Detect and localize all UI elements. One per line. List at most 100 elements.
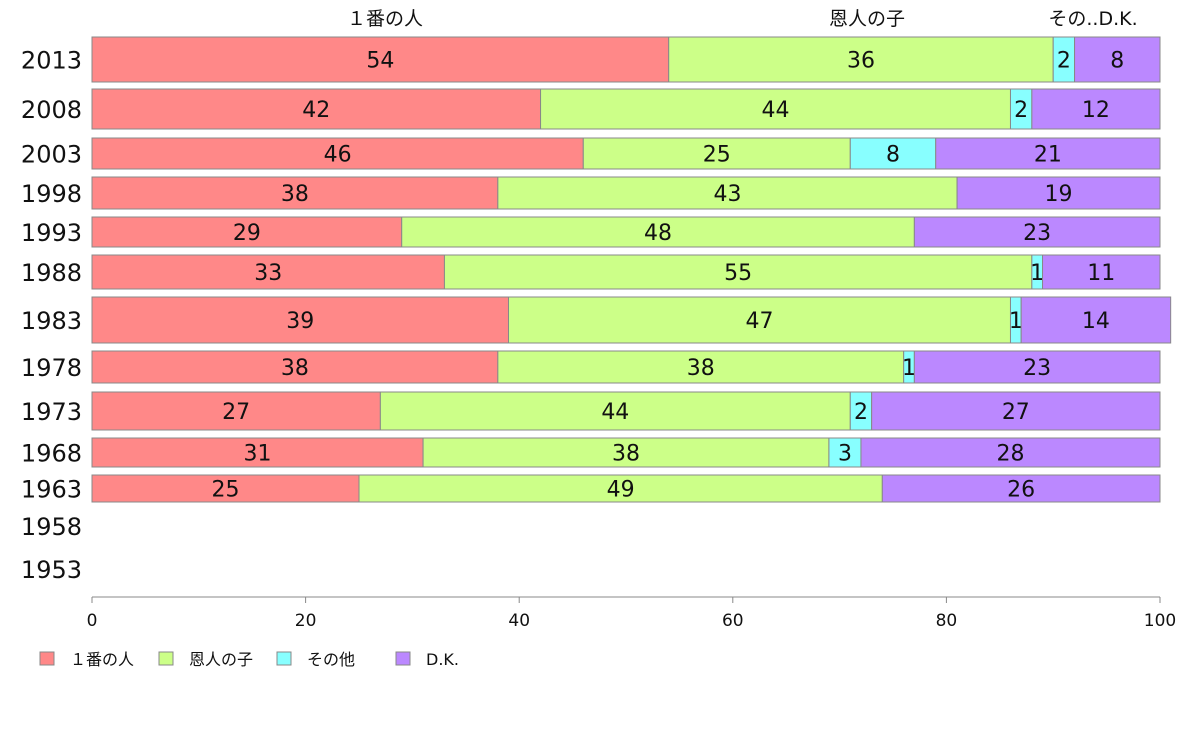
legend-label-0: １番の人: [70, 650, 134, 669]
year-label-1958: 1958: [21, 513, 82, 541]
top-label-third: その..D.K.: [1048, 8, 1137, 30]
legend-swatch-2: [276, 651, 292, 666]
year-label-1983: 1983: [21, 307, 82, 335]
bar-1998-series-1: [497, 176, 958, 210]
x-tick-label-100: 100: [1144, 611, 1176, 631]
bar-value-label-1973-series-1: 44: [601, 400, 629, 425]
bar-value-label-2013-series-0: 54: [366, 49, 394, 74]
year-label-1973: 1973: [21, 398, 82, 426]
year-label-1978: 1978: [21, 354, 82, 382]
bar-value-label-1963-series-1: 49: [607, 478, 635, 503]
legend: １番の人 恩人の子 その他 D.K.: [39, 650, 459, 669]
bar-value-label-2008-series-0: 42: [302, 98, 330, 123]
bar-value-label-1978-series-0: 38: [281, 356, 309, 381]
top-header-labels: １番の人 恩人の子 その..D.K.: [347, 8, 1138, 30]
bar-value-label-1973-series-0: 27: [222, 400, 250, 425]
bar-value-label-1963-series-3: 26: [1007, 478, 1035, 503]
bar-1968-series-1: [422, 437, 830, 468]
bar-1998-series-0: [91, 176, 499, 210]
year-label-2008: 2008: [21, 96, 82, 124]
bar-value-label-1983-series-3: 14: [1082, 309, 1110, 334]
bar-1968-series-3: [860, 437, 1161, 468]
bar-2003-series-3: [935, 137, 1161, 170]
bar-1973-series-3: [871, 391, 1161, 431]
bar-value-label-1998-series-3: 19: [1045, 182, 1073, 207]
bar-1973-series-1: [379, 391, 851, 431]
bar-1978-series-1: [497, 350, 905, 384]
bar-value-label-2013-series-2: 2: [1057, 49, 1071, 74]
year-label-1968: 1968: [21, 440, 82, 468]
bar-1983-series-0: [91, 296, 510, 344]
bar-2003-series-1: [582, 137, 851, 170]
bar-1963-series-0: [91, 474, 360, 503]
bar-1998-series-3: [956, 176, 1161, 210]
legend-label-2: その他: [307, 650, 355, 669]
year-label-2003: 2003: [21, 141, 82, 169]
bar-1988-series-1: [443, 254, 1033, 290]
x-tick-label-80: 80: [936, 611, 958, 631]
bar-2008-series-1: [540, 88, 1011, 130]
bar-1973-series-0: [91, 391, 381, 431]
bar-1963-series-3: [881, 474, 1161, 503]
bar-2008-series-0: [91, 88, 542, 130]
bar-value-label-1973-series-2: 2: [854, 400, 868, 425]
year-label-1993: 1993: [21, 219, 82, 247]
bar-value-label-1983-series-2: 1: [1009, 309, 1023, 334]
bar-value-label-1988-series-2: 1: [1030, 261, 1044, 286]
bar-1983-series-3: [1020, 296, 1172, 344]
bar-value-label-1968-series-0: 31: [244, 442, 272, 467]
legend-label-3: D.K.: [426, 650, 459, 669]
bar-1983-series-1: [508, 296, 1011, 344]
bar-2003-series-2: [849, 137, 937, 170]
bar-value-label-1978-series-1: 38: [687, 356, 715, 381]
bar-2013-series-1: [668, 36, 1054, 83]
x-tick-label-40: 40: [508, 611, 530, 631]
bar-value-label-1983-series-0: 39: [286, 309, 314, 334]
bar-value-label-1998-series-0: 38: [281, 182, 309, 207]
bar-2013-series-3: [1074, 36, 1161, 83]
legend-swatch-0: [39, 651, 55, 666]
bar-value-label-1993-series-1: 48: [644, 221, 672, 246]
bar-value-label-2003-series-1: 25: [703, 143, 731, 168]
bar-1988-series-0: [91, 254, 445, 290]
bar-1968-series-0: [91, 437, 424, 468]
bar-value-label-1978-series-2: 1: [902, 356, 916, 381]
bar-value-label-1988-series-1: 55: [724, 261, 752, 286]
bar-value-label-1978-series-3: 23: [1023, 356, 1051, 381]
x-tick-label-0: 0: [87, 611, 98, 631]
year-labels: 2013 2008 2003 1998 1993 1988 1983 1978 1973 1968…: [21, 47, 82, 585]
bar-2008-series-3: [1031, 88, 1161, 130]
legend-swatch-3: [395, 651, 411, 666]
legend-swatch-1: [158, 651, 174, 666]
bar-2013-series-0: [91, 36, 670, 83]
year-label-1988: 1988: [21, 259, 82, 287]
bar-value-label-1983-series-1: 47: [746, 309, 774, 334]
bar-1963-series-1: [358, 474, 883, 503]
bar-value-label-1973-series-3: 27: [1002, 400, 1030, 425]
bar-value-label-1988-series-3: 11: [1087, 261, 1115, 286]
bar-1978-series-0: [91, 350, 499, 384]
bar-1993-series-0: [91, 216, 403, 248]
bar-value-label-1968-series-2: 3: [838, 442, 852, 467]
year-label-1953: 1953: [21, 556, 82, 584]
bar-value-label-2003-series-0: 46: [324, 143, 352, 168]
bar-1993-series-3: [913, 216, 1161, 248]
bar-value-label-1993-series-0: 29: [233, 221, 261, 246]
x-tick-label-20: 20: [295, 611, 317, 631]
bar-value-label-1963-series-0: 25: [212, 478, 240, 503]
bar-1978-series-3: [913, 350, 1161, 384]
bar-value-label-2008-series-3: 12: [1082, 98, 1110, 123]
bar-value-label-1968-series-3: 28: [996, 442, 1024, 467]
top-label-second: 恩人の子: [829, 8, 905, 30]
bar-2003-series-0: [91, 137, 584, 170]
bar-value-label-1993-series-3: 23: [1023, 221, 1051, 246]
bar-value-label-2013-series-3: 8: [1110, 49, 1124, 74]
bar-1988-series-3: [1042, 254, 1161, 290]
bar-value-label-1968-series-1: 38: [612, 442, 640, 467]
x-tick-label-60: 60: [722, 611, 744, 631]
year-label-2013: 2013: [21, 47, 82, 75]
legend-label-1: 恩人の子: [189, 650, 253, 669]
top-label-first: １番の人: [347, 8, 423, 30]
